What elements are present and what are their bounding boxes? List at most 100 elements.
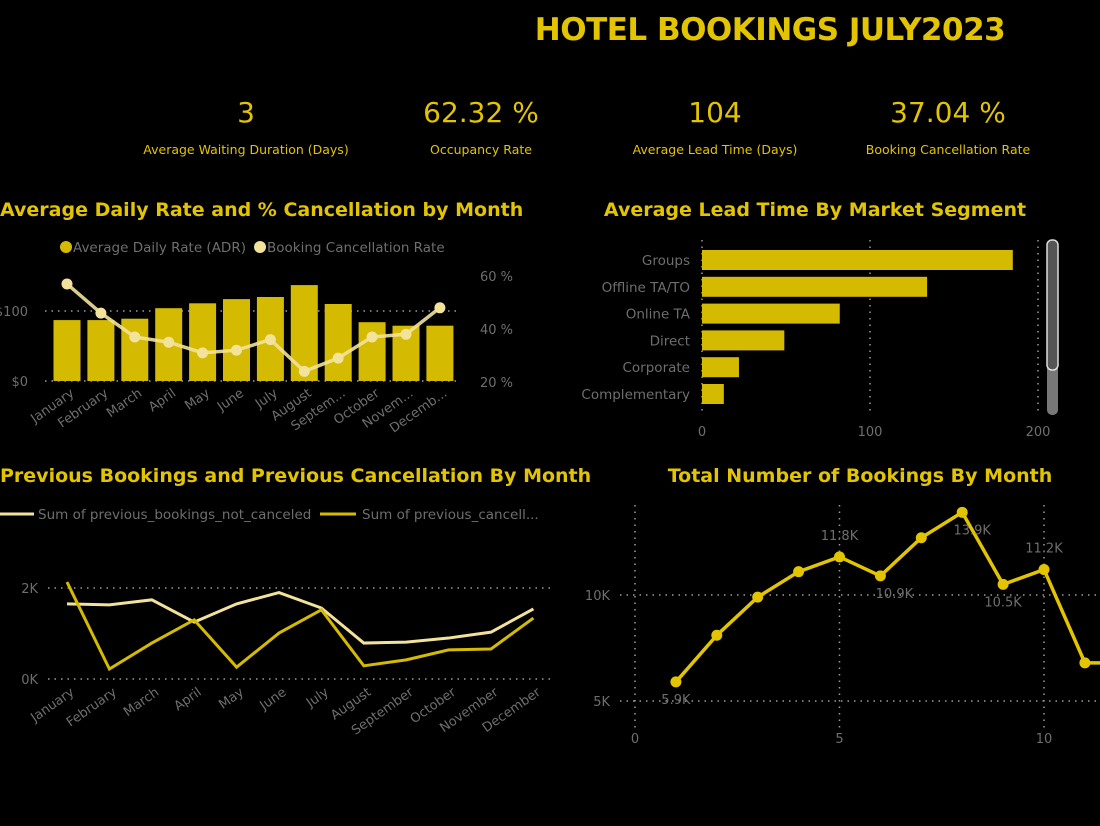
axis-label: 5	[835, 732, 843, 747]
axis-label: 40 %	[480, 323, 513, 338]
point-cancellation-11	[434, 302, 446, 314]
axis-label: 0	[698, 425, 706, 440]
point-cancellation-2	[129, 331, 141, 343]
kpi-cancellation-rate: 37.04 % Booking Cancellation Rate	[833, 96, 1063, 157]
kpi-value: 62.32 %	[423, 96, 539, 129]
point-bookings-0	[670, 676, 682, 688]
axis-label: Direct	[650, 333, 690, 349]
axis-label: Average Daily Rate (ADR)	[73, 240, 246, 256]
axis-label: Groups	[642, 253, 690, 269]
axis-label: Sum of previous_bookings_not_canceled	[38, 507, 311, 523]
axis-label: 10K	[585, 589, 611, 604]
point-cancellation-1	[95, 307, 107, 319]
chart-title: Total Number of Bookings By Month	[667, 465, 1053, 487]
axis-label: 0K	[21, 673, 38, 688]
data-label: 10.9K	[876, 587, 914, 602]
line-series-0	[66, 590, 535, 645]
axis-label: 2K	[21, 582, 38, 597]
data-label: 5.9K	[661, 693, 691, 708]
axis-label: Booking Cancellation Rate	[267, 240, 445, 256]
data-label: 11.2K	[1025, 542, 1063, 557]
point-cancellation-9	[366, 331, 378, 343]
bar-adr-9	[358, 322, 386, 381]
axis-label: 20 %	[480, 376, 513, 391]
axis-label: 100	[858, 425, 883, 440]
axis-label: March	[121, 685, 162, 720]
axis-label: 10	[1036, 732, 1053, 747]
kpi-label: Average Waiting Duration (Days)	[143, 142, 349, 157]
axis-label: 0	[631, 732, 639, 747]
bar-adr-4	[189, 303, 217, 381]
line-cancellation-rate	[65, 282, 441, 374]
bar-lead-time-0	[702, 250, 1013, 270]
point-bookings-8	[997, 578, 1009, 590]
bar-lead-time-5	[702, 384, 724, 404]
point-cancellation-4	[197, 347, 209, 359]
point-bookings-1	[711, 629, 723, 641]
bar-lead-time-2	[702, 303, 840, 324]
point-bookings-6	[915, 532, 927, 544]
kpi-occupancy: 62.32 % Occupancy Rate	[366, 96, 596, 157]
axis-label: July	[303, 685, 332, 711]
bar-adr-2	[121, 318, 149, 381]
bar-adr-8	[324, 304, 352, 381]
point-cancellation-10	[400, 328, 412, 340]
point-cancellation-3	[163, 336, 175, 348]
axis-label: May	[182, 386, 213, 414]
chart-title: Average Daily Rate and % Cancellation by…	[0, 199, 524, 221]
bar-lead-time-3	[702, 330, 785, 351]
kpi-label: Occupancy Rate	[430, 142, 532, 157]
axis-label: 60 %	[480, 270, 513, 285]
legend-marker-cancellation	[254, 241, 266, 253]
point-bookings-7	[956, 506, 968, 518]
axis-label: Complementary	[581, 387, 690, 403]
point-bookings-10	[1079, 657, 1091, 669]
dashboard-title: HOTEL BOOKINGS JULY2023	[534, 12, 1006, 48]
axis-label: 5K	[593, 695, 610, 710]
data-label: 13.9K	[953, 523, 991, 538]
bar-adr-11	[426, 325, 454, 381]
line-series-1	[65, 581, 535, 672]
point-bookings-2	[752, 591, 764, 603]
axis-label: April	[146, 386, 179, 415]
axis-label: May	[216, 685, 247, 713]
axis-label: Online TA	[626, 307, 691, 323]
point-cancellation-5	[231, 344, 242, 356]
axis-label: $0	[11, 375, 28, 390]
bar-adr-5	[223, 299, 250, 381]
kpi-value: 3	[237, 96, 255, 129]
chart-title: Previous Bookings and Previous Cancellat…	[0, 465, 592, 487]
point-bookings-4	[834, 551, 845, 563]
kpi-value: 104	[688, 96, 742, 129]
bar-lead-time-1	[702, 276, 928, 297]
point-bookings-3	[793, 566, 805, 578]
axis-label: Corporate	[623, 360, 691, 376]
axis-label: April	[172, 685, 205, 714]
kpi-label: Average Lead Time (Days)	[632, 142, 798, 157]
data-label: 11.8K	[821, 529, 859, 544]
data-label: 10.5K	[984, 595, 1022, 610]
point-cancellation-6	[264, 334, 276, 346]
point-cancellation-8	[332, 352, 344, 364]
axis-label: 200	[1026, 425, 1051, 440]
chart-title: Average Lead Time By Market Segment	[603, 199, 1027, 221]
axis-label: June	[214, 386, 247, 415]
axis-label: Sum of previous_cancell...	[362, 507, 539, 523]
point-cancellation-7	[298, 365, 310, 377]
axis-label: Offline TA/TO	[602, 280, 690, 296]
bar-adr-0	[53, 320, 81, 381]
scrollbar-thumb[interactable]	[1046, 239, 1059, 371]
line-total-bookings	[674, 509, 1100, 684]
bar-lead-time-4	[702, 357, 739, 378]
kpi-label: Booking Cancellation Rate	[865, 142, 1031, 157]
point-bookings-5	[874, 570, 886, 582]
point-cancellation-0	[61, 278, 73, 290]
bar-adr-1	[87, 320, 115, 381]
kpi-value: 37.04 %	[890, 96, 1006, 129]
kpi-avg-waiting: 3 Average Waiting Duration (Days)	[131, 96, 361, 157]
axis-label: $100	[0, 305, 28, 320]
axis-label: June	[257, 685, 290, 714]
kpi-avg-lead-time: 104 Average Lead Time (Days)	[600, 96, 830, 157]
axis-label: March	[104, 386, 145, 421]
